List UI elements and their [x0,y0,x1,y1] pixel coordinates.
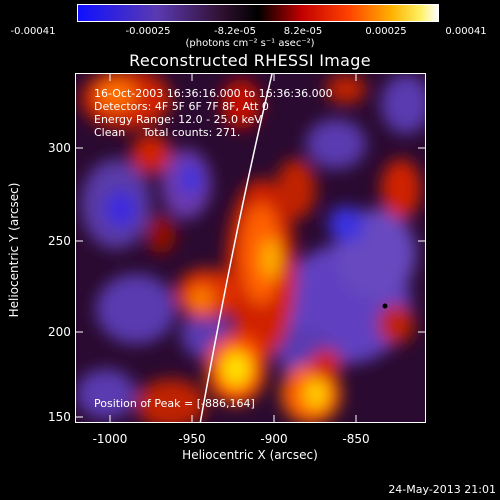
x-tick: -950 [178,432,206,446]
colorbar-tick: -0.00025 [125,26,171,37]
colorbar [77,4,439,22]
colorbar-tick: -0.00041 [10,26,56,37]
rhessi-image [75,73,426,423]
y-tick: 250 [48,234,71,248]
colorbar-tick: 0.00041 [445,26,487,37]
info-panel: 16-Oct-2003 16:36:16.000 to 16:36:36.000… [94,87,333,139]
colorbar-tick: 8.2e-05 [283,26,323,37]
image-map [76,74,425,422]
y-tick: 300 [48,141,71,155]
y-tick: 150 [48,410,71,424]
peak-marker [382,303,388,309]
x-axis-label: Heliocentric X (arcsec) [182,448,318,462]
peak-position-text: Position of Peak = [-886,164] [94,397,255,410]
colorbar-tick: 0.00025 [365,26,407,37]
info-time: 16-Oct-2003 16:36:16.000 to 16:36:36.000 [94,87,333,100]
colorbar-tick: -8.2e-05 [214,26,256,37]
colorbar-unit: (photons cm⁻² s⁻¹ asec⁻²) [185,38,315,49]
info-clean: Clean Total counts: 271. [94,126,241,139]
info-energy: Energy Range: 12.0 - 25.0 keV [94,113,262,126]
x-tick: -850 [342,432,370,446]
solar-limb-line [199,74,273,422]
info-detectors: Detectors: 4F 5F 6F 7F 8F, Att 0 [94,100,269,113]
x-tick: -1000 [92,432,128,446]
footer-date: 24-May-2013 21:01 [388,483,496,496]
y-tick: 200 [48,325,71,339]
plot-title: Reconstructed RHESSI Image [129,51,371,70]
x-tick: -900 [260,432,288,446]
